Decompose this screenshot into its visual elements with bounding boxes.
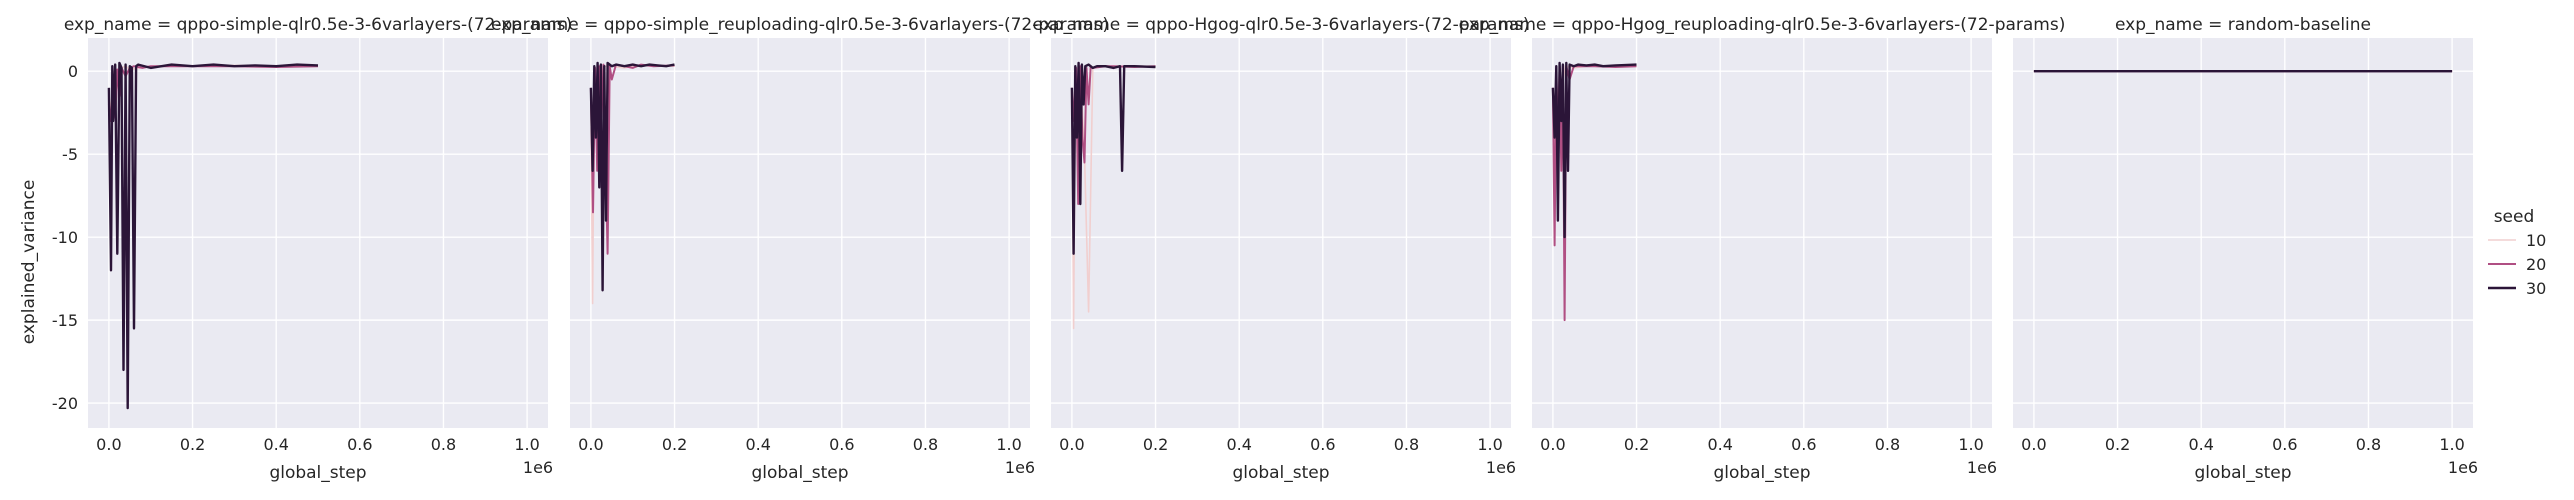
- x-tick-label: 0.4: [263, 435, 288, 454]
- panel-title: exp_name = qppo-Hgog-qlr0.5e-3-6varlayer…: [1033, 15, 1530, 35]
- panel-background: [88, 38, 548, 428]
- x-tick-label: 1.0: [514, 435, 539, 454]
- x-tick-label: 1.0: [1958, 435, 1983, 454]
- x-offset-label: 1e6: [1005, 458, 1035, 477]
- x-tick-label: 0.0: [1540, 435, 1565, 454]
- x-tick-label: 1.0: [996, 435, 1021, 454]
- panel-title: exp_name = qppo-simple-qlr0.5e-3-6varlay…: [64, 15, 572, 35]
- legend-label-seed-20: 20: [2526, 255, 2546, 274]
- panel-title: exp_name = random-baseline: [2115, 15, 2371, 35]
- x-tick-label: 0.0: [578, 435, 603, 454]
- facet-panel-4: 0.0 0.2 0.4 0.6 0.8 1.0 1e6 global_step exp_name…: [1459, 15, 2066, 483]
- x-offset-label: 1e6: [1967, 458, 1997, 477]
- y-tick-label: -10: [52, 228, 78, 247]
- facet-panel-5: 0.0 0.2 0.4 0.6 0.8 1.0 1e6 global_step exp_name…: [2013, 15, 2478, 483]
- y-tick-label: -20: [52, 394, 78, 413]
- x-axis-label: global_step: [1232, 463, 1329, 483]
- legend: seed 10 20 30: [2488, 207, 2546, 298]
- facet-panels: 0 -5 -10 -15 -20 0.0 0.2 0.4 0.6 0.8 1.0 1e6 global_…: [52, 15, 2478, 483]
- series-lines: [1551, 61, 1637, 322]
- x-axis-label: global_step: [269, 463, 366, 483]
- x-tick-label: 1.0: [1477, 435, 1502, 454]
- x-offset-label: 1e6: [523, 458, 553, 477]
- x-tick-label: 0.4: [745, 435, 770, 454]
- y-tick-label: -5: [62, 145, 78, 164]
- x-tick-label: 0.6: [1310, 435, 1335, 454]
- legend-title: seed: [2494, 207, 2535, 227]
- series-line-seed-30: [1070, 61, 1156, 255]
- x-tick-label: 0.4: [1226, 435, 1251, 454]
- x-tick-label: 0.8: [2356, 435, 2381, 454]
- x-tick-label: 0.6: [2272, 435, 2297, 454]
- x-tick-label: 0.6: [347, 435, 372, 454]
- panel-title: exp_name = qppo-simple_reuploading-qlr0.…: [491, 15, 1109, 35]
- series-line-seed-30: [589, 61, 675, 292]
- legend-label-seed-30: 30: [2526, 279, 2546, 298]
- legend-label-seed-10: 10: [2526, 231, 2546, 250]
- x-tick-label: 0.4: [2188, 435, 2213, 454]
- panel-background: [570, 38, 1030, 428]
- y-tick-label: 0: [68, 62, 78, 81]
- series-line-seed-30: [1551, 61, 1637, 239]
- x-axis-label: global_step: [751, 463, 848, 483]
- x-axis-label: global_step: [1713, 463, 1810, 483]
- x-tick-label: 0.2: [180, 435, 205, 454]
- x-offset-label: 1e6: [2448, 458, 2478, 477]
- x-axis-label: global_step: [2194, 463, 2291, 483]
- series-lines: [1070, 61, 1156, 330]
- x-tick-label: 0.2: [662, 435, 687, 454]
- x-tick-label: 0.0: [1059, 435, 1084, 454]
- x-tick-label: 0.4: [1707, 435, 1732, 454]
- x-tick-label: 1.0: [2439, 435, 2464, 454]
- series-lines: [107, 61, 319, 410]
- x-tick-label: 0.2: [1624, 435, 1649, 454]
- y-tick-label: -15: [52, 311, 78, 330]
- x-tick-label: 0.6: [1791, 435, 1816, 454]
- x-offset-label: 1e6: [1486, 458, 1516, 477]
- facet-panel-2: 0.0 0.2 0.4 0.6 0.8 1.0 1e6 global_step exp_name…: [491, 15, 1109, 483]
- x-tick-label: 0.8: [431, 435, 456, 454]
- facet-panel-3: 0.0 0.2 0.4 0.6 0.8 1.0 1e6 global_step exp_name…: [1033, 15, 1530, 483]
- y-axis-label: explained_variance: [19, 180, 39, 345]
- x-tick-label: 0.8: [1394, 435, 1419, 454]
- x-tick-label: 0.0: [96, 435, 121, 454]
- panel-title: exp_name = qppo-Hgog_reuploading-qlr0.5e…: [1459, 15, 2066, 35]
- series-lines: [589, 61, 675, 305]
- panel-background: [1532, 38, 1992, 428]
- panel-background: [1051, 38, 1511, 428]
- x-tick-label: 0.8: [913, 435, 938, 454]
- facet-panel-1: 0 -5 -10 -15 -20 0.0 0.2 0.4 0.6 0.8 1.0 1e6 global_…: [52, 15, 572, 483]
- panel-background: [2013, 38, 2473, 428]
- x-tick-label: 0.2: [1143, 435, 1168, 454]
- x-tick-label: 0.2: [2105, 435, 2130, 454]
- series-line-seed-30: [107, 61, 319, 410]
- x-tick-label: 0.8: [1875, 435, 1900, 454]
- x-tick-label: 0.0: [2021, 435, 2046, 454]
- x-tick-label: 0.6: [829, 435, 854, 454]
